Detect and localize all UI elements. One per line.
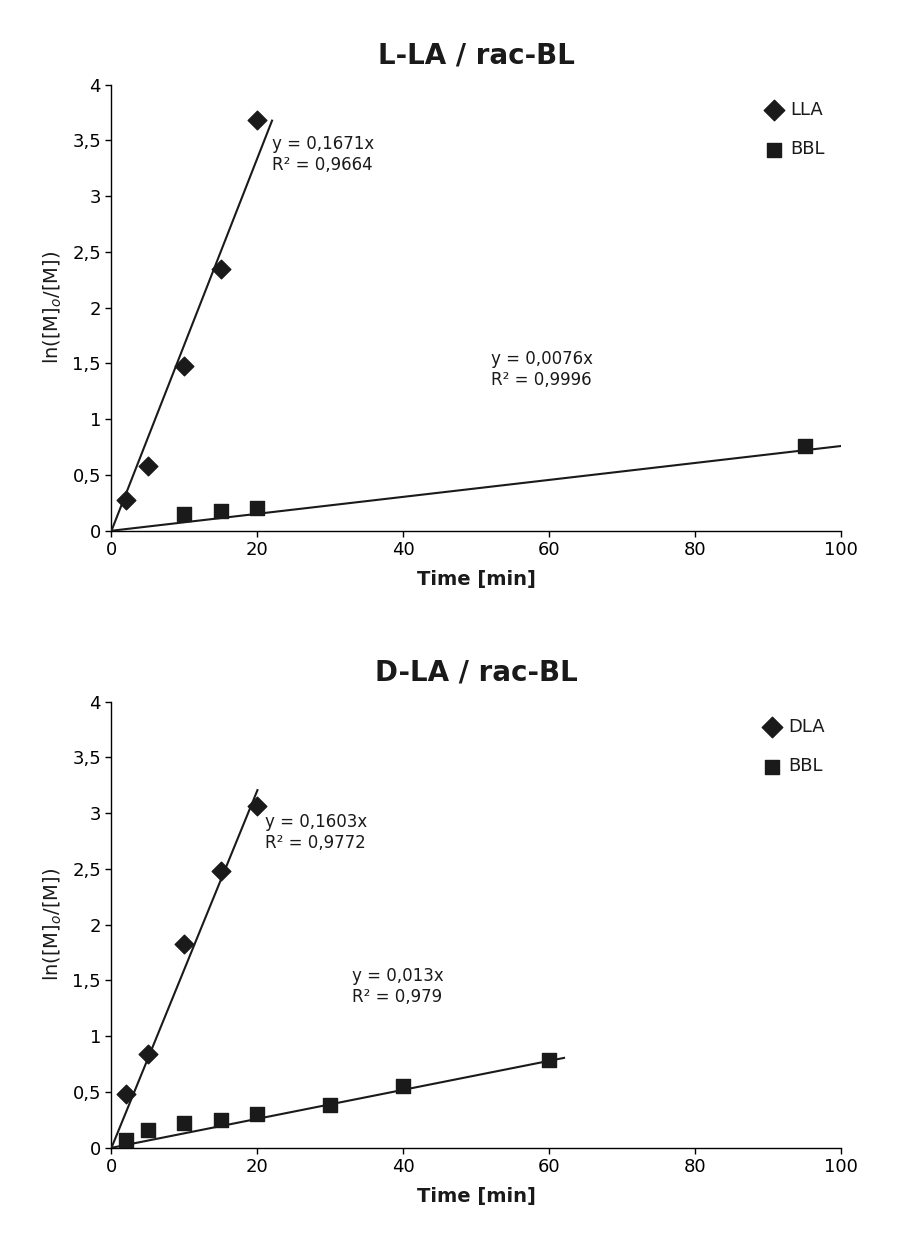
DLA [214,861,229,881]
BBL [177,1113,192,1133]
DLA [140,1045,155,1065]
Y-axis label: ln([M]$_o$/[M]): ln([M]$_o$/[M]) [41,251,64,364]
Text: y = 0,0076x
R² = 0,9996: y = 0,0076x R² = 0,9996 [491,349,593,389]
Title: L-LA / rac-BL: L-LA / rac-BL [378,41,575,70]
BBL [140,1119,155,1139]
Y-axis label: ln([M]$_o$/[M]): ln([M]$_o$/[M]) [41,869,64,981]
BBL [396,1077,410,1097]
BBL [214,1109,229,1129]
Title: D-LA / rac-BL: D-LA / rac-BL [375,659,578,686]
Legend: DLA, BBL: DLA, BBL [758,710,832,782]
BBL [250,1104,265,1124]
Text: y = 0,1671x
R² = 0,9664: y = 0,1671x R² = 0,9664 [272,135,374,173]
LLA [214,258,229,278]
X-axis label: Time [min]: Time [min] [417,570,536,589]
LLA [119,489,133,509]
DLA [119,1085,133,1104]
LLA [177,356,192,376]
BBL [797,436,812,456]
BBL [177,504,192,524]
X-axis label: Time [min]: Time [min] [417,1187,536,1207]
BBL [542,1050,556,1070]
BBL [250,498,265,518]
BBL [214,500,229,520]
Text: y = 0,1603x
R² = 0,9772: y = 0,1603x R² = 0,9772 [265,814,367,852]
Text: y = 0,013x
R² = 0,979: y = 0,013x R² = 0,979 [352,967,444,1006]
LLA [140,456,155,475]
DLA [250,796,265,816]
BBL [119,1129,133,1149]
DLA [177,934,192,953]
LLA [250,110,265,130]
Legend: LLA, BBL: LLA, BBL [760,94,833,166]
BBL [323,1096,338,1116]
